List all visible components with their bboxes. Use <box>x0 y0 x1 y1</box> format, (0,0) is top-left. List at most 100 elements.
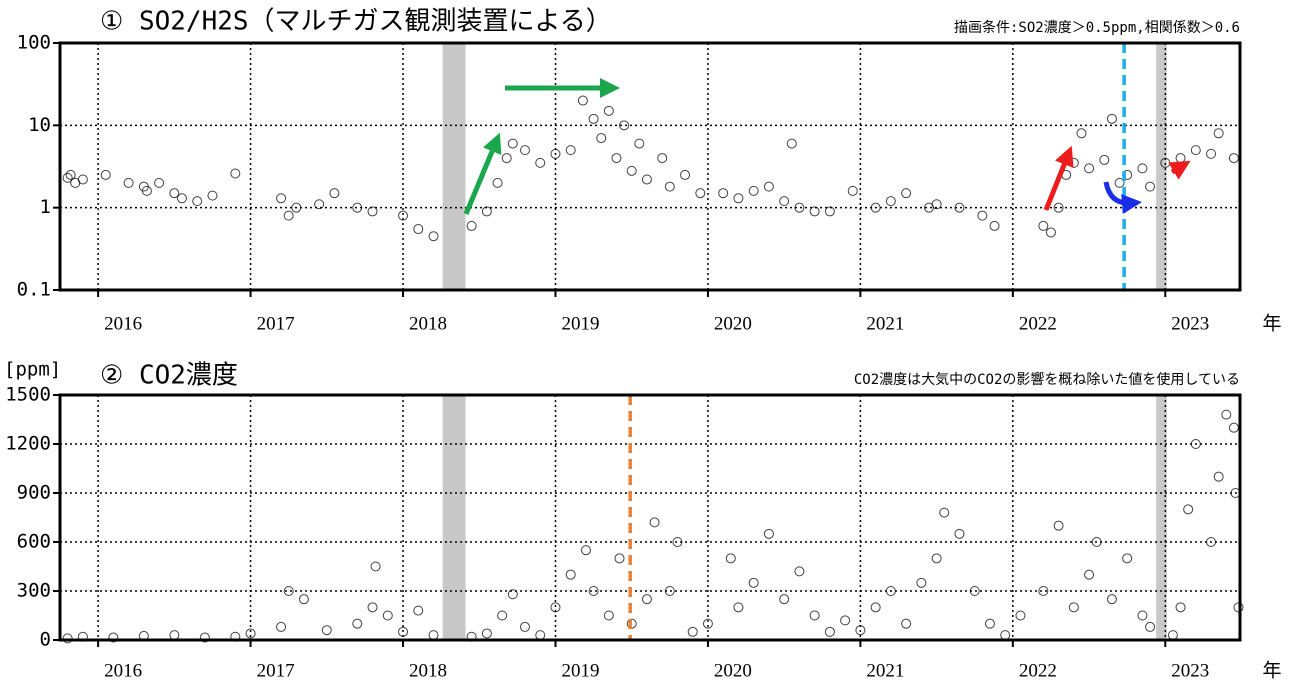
point <box>680 169 691 180</box>
point <box>550 602 561 613</box>
point <box>577 95 588 106</box>
chart-note: 描画条件:SO2濃度＞0.5ppm,相関係数＞0.6 <box>954 19 1240 36</box>
point <box>535 157 546 168</box>
point <box>352 202 363 213</box>
point <box>989 220 1000 231</box>
point <box>497 610 508 621</box>
x-axis-label: 年 <box>1262 312 1281 334</box>
x-tick-label: 2018 <box>409 313 447 334</box>
point <box>291 202 302 213</box>
plots: 2016 2017 2018 2019 2020 2021 2022 2023 0.1 1 10 10… <box>5 32 1244 681</box>
shaded-period <box>1156 43 1167 290</box>
y-axis-label: [ppm] <box>4 359 61 381</box>
point <box>733 193 744 204</box>
point <box>931 553 942 564</box>
point <box>824 206 835 217</box>
point <box>1213 471 1224 482</box>
point <box>634 138 645 149</box>
point <box>199 632 210 643</box>
plot-frame <box>58 41 1242 292</box>
point <box>535 630 546 641</box>
point <box>1068 157 1079 168</box>
point <box>245 628 256 639</box>
point <box>901 618 912 629</box>
point <box>1068 602 1079 613</box>
point <box>481 628 492 639</box>
point <box>176 193 187 204</box>
point <box>321 625 332 636</box>
point <box>314 199 325 210</box>
x-tick-label: 2022 <box>1019 313 1057 334</box>
x-axis-label: 年 <box>1262 659 1281 681</box>
arrow <box>1043 145 1074 211</box>
point <box>641 174 652 185</box>
point <box>840 615 851 626</box>
point <box>1053 202 1064 213</box>
y-tick-label: 900 <box>17 482 51 504</box>
x-tick-label: 2018 <box>409 660 447 681</box>
point <box>565 569 576 580</box>
point <box>1000 630 1011 641</box>
point <box>1190 145 1201 156</box>
point <box>614 553 625 564</box>
y-tick-label: 600 <box>17 531 51 553</box>
point <box>794 202 805 213</box>
point <box>413 605 424 616</box>
point <box>1137 163 1148 174</box>
y-tick-label: 1200 <box>5 433 51 455</box>
y-tick-label: 100 <box>17 32 51 54</box>
point <box>507 589 518 600</box>
point <box>169 630 180 641</box>
point <box>969 586 980 596</box>
point <box>939 507 950 518</box>
point <box>733 602 744 613</box>
point <box>1099 154 1110 165</box>
point <box>382 610 393 621</box>
point <box>984 618 995 629</box>
point <box>329 188 340 199</box>
point <box>870 602 881 613</box>
point <box>1091 537 1102 547</box>
point <box>123 177 134 188</box>
point <box>1038 586 1049 596</box>
point <box>466 220 477 231</box>
point <box>603 105 614 116</box>
y-tick-label: 0.1 <box>17 279 51 301</box>
point <box>1233 602 1244 613</box>
x-tick-label: 2019 <box>561 660 599 681</box>
point <box>954 528 965 539</box>
point <box>1145 181 1156 192</box>
x-tick-label: 2016 <box>104 660 142 681</box>
point <box>1114 177 1125 188</box>
x-tick-label: 2017 <box>257 313 295 334</box>
point <box>916 577 927 588</box>
point <box>588 113 599 124</box>
y-tick-label: 300 <box>17 580 51 602</box>
point <box>1084 163 1095 174</box>
point <box>1122 553 1133 564</box>
point <box>672 537 683 547</box>
point <box>481 206 492 217</box>
point <box>611 153 622 164</box>
point <box>1084 569 1095 580</box>
x-tick-label: 2020 <box>714 313 752 334</box>
point <box>62 172 73 183</box>
point <box>192 196 203 207</box>
point <box>1106 113 1117 124</box>
shaded-period <box>442 395 466 640</box>
point <box>977 210 988 221</box>
point <box>687 626 698 637</box>
point <box>154 177 165 188</box>
point <box>1038 220 1049 231</box>
x-tick-label: 2023 <box>1171 660 1209 681</box>
point <box>824 626 835 637</box>
point <box>398 626 409 637</box>
point <box>1190 439 1201 449</box>
point <box>207 190 218 201</box>
point <box>370 561 381 572</box>
point <box>298 594 309 605</box>
x-tick-label: 2021 <box>866 313 904 334</box>
point <box>413 224 424 235</box>
point <box>276 193 287 204</box>
point <box>519 145 530 156</box>
